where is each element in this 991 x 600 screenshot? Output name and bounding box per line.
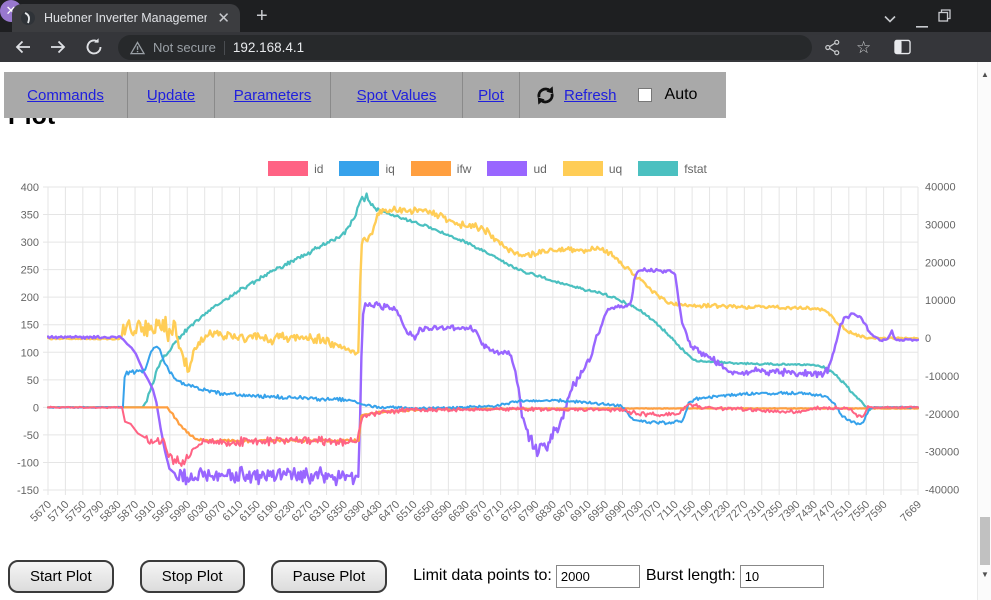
browser-toolbar: Not secure 192.168.4.1 ☆ ••• — [0, 32, 991, 92]
security-label: Not secure — [153, 40, 216, 55]
svg-text:20000: 20000 — [925, 257, 956, 269]
legend-swatch-id — [268, 161, 309, 176]
svg-text:10000: 10000 — [925, 295, 956, 307]
plot-controls: Start Plot Stop Plot Pause Plot Limit da… — [0, 554, 975, 598]
svg-text:-150: -150 — [17, 485, 39, 497]
series-line-id — [47, 402, 919, 467]
svg-text:250: 250 — [21, 265, 39, 277]
start-plot-button[interactable]: Start Plot — [8, 559, 114, 593]
svg-text:50: 50 — [27, 375, 39, 387]
reload-icon[interactable] — [84, 37, 104, 62]
page-content: Plot Commands Update Parameters Spot Val… — [0, 62, 991, 600]
refresh-icon[interactable] — [534, 84, 557, 107]
scrollbar[interactable]: ▲ ▼ — [977, 62, 991, 600]
svg-text:0: 0 — [925, 333, 931, 345]
scrollbar-thumb[interactable] — [980, 517, 990, 565]
legend-item-fstat[interactable]: fstat — [638, 161, 707, 176]
legend-item-uq[interactable]: uq — [562, 161, 623, 176]
svg-text:100: 100 — [21, 347, 39, 359]
svg-text:-50: -50 — [23, 430, 39, 442]
nav-item-parameters[interactable]: Parameters — [215, 72, 331, 118]
back-icon[interactable] — [13, 37, 33, 62]
svg-text:40000: 40000 — [925, 182, 956, 194]
legend-label-uq: uq — [608, 161, 623, 176]
svg-text:400: 400 — [21, 182, 39, 194]
legend-swatch-fstat — [638, 161, 679, 176]
svg-text:200: 200 — [21, 292, 39, 304]
limit-input[interactable] — [555, 564, 640, 588]
series-line-uq — [47, 205, 919, 373]
svg-text:30000: 30000 — [925, 219, 956, 231]
legend-swatch-uq — [562, 161, 603, 176]
new-tab-icon[interactable]: + — [256, 5, 268, 27]
legend-swatch-iq — [339, 161, 380, 176]
scroll-down-icon[interactable]: ▼ — [981, 570, 989, 579]
svg-text:350: 350 — [21, 210, 39, 222]
legend-label-ifw: ifw — [456, 161, 472, 176]
legend-swatch-ifw — [410, 161, 451, 176]
minimize-icon[interactable] — [916, 15, 928, 33]
nav-item-spot-values[interactable]: Spot Values — [331, 72, 463, 118]
star-icon[interactable]: ☆ — [856, 38, 872, 57]
favicon-icon — [20, 10, 36, 26]
auto-checkbox[interactable] — [637, 88, 652, 102]
nav-item-refresh[interactable]: Refresh — [564, 86, 617, 104]
maximize-icon[interactable] — [938, 9, 951, 27]
axis-tick-labels: 5670571057505790583058705910595059906030… — [17, 182, 959, 525]
svg-text:-40000: -40000 — [925, 485, 959, 497]
series-line-iq — [47, 345, 919, 426]
side-panel-icon[interactable] — [894, 39, 911, 60]
series-line-fstat — [47, 192, 919, 412]
legend-item-ifw[interactable]: ifw — [410, 161, 472, 176]
legend-item-id[interactable]: id — [268, 161, 323, 176]
burst-label: Burst length: — [645, 567, 736, 584]
legend-item-iq[interactable]: iq — [339, 161, 395, 176]
series-line-ud — [47, 267, 919, 487]
address-bar[interactable]: Not secure 192.168.4.1 — [118, 35, 812, 60]
share-icon[interactable] — [824, 39, 841, 61]
limit-label: Limit data points to: — [413, 567, 552, 584]
svg-text:150: 150 — [21, 320, 39, 332]
tab-close-icon[interactable]: ✕ — [217, 9, 230, 27]
legend-label-fstat: fstat — [684, 161, 707, 176]
legend-label-iq: iq — [385, 161, 395, 176]
plot-chart: 5670571057505790583058705910595059906030… — [17, 182, 959, 525]
legend-item-ud[interactable]: ud — [487, 161, 547, 176]
legend-label-id: id — [314, 161, 324, 176]
urlbar-divider — [223, 40, 225, 55]
svg-text:0: 0 — [33, 402, 39, 414]
burst-input[interactable] — [739, 564, 824, 588]
tab-search-chevron-icon[interactable] — [884, 10, 896, 28]
nav-item-commands[interactable]: Commands — [4, 72, 128, 118]
nav-item-update[interactable]: Update — [128, 72, 215, 118]
svg-text:-100: -100 — [17, 457, 39, 469]
scroll-up-icon[interactable]: ▲ — [981, 70, 989, 79]
warning-icon — [130, 40, 145, 55]
forward-icon[interactable] — [48, 37, 68, 62]
nav-item-plot[interactable]: Plot — [463, 72, 520, 118]
url-text: 192.168.4.1 — [232, 40, 305, 55]
legend-swatch-ud — [487, 161, 528, 176]
browser-tab[interactable]: Huebner Inverter Managemen ✕ — [12, 4, 240, 32]
svg-text:-20000: -20000 — [925, 409, 959, 421]
tab-strip: Huebner Inverter Managemen ✕ + ✕ — [0, 0, 991, 32]
stop-plot-button[interactable]: Stop Plot — [139, 559, 245, 593]
tab-title: Huebner Inverter Managemen — [44, 11, 208, 25]
svg-text:7669: 7669 — [898, 499, 924, 525]
svg-text:7590: 7590 — [864, 499, 890, 525]
pause-plot-button[interactable]: Pause Plot — [270, 559, 388, 593]
chart-legend: id iq ifw ud uq fstat — [0, 161, 975, 176]
svg-text:-10000: -10000 — [925, 371, 959, 383]
svg-text:300: 300 — [21, 237, 39, 249]
nav-bar: Commands Update Parameters Spot Values P… — [4, 72, 726, 118]
svg-text:-30000: -30000 — [925, 447, 959, 459]
legend-label-ud: ud — [533, 161, 547, 176]
auto-label: Auto — [664, 86, 698, 103]
